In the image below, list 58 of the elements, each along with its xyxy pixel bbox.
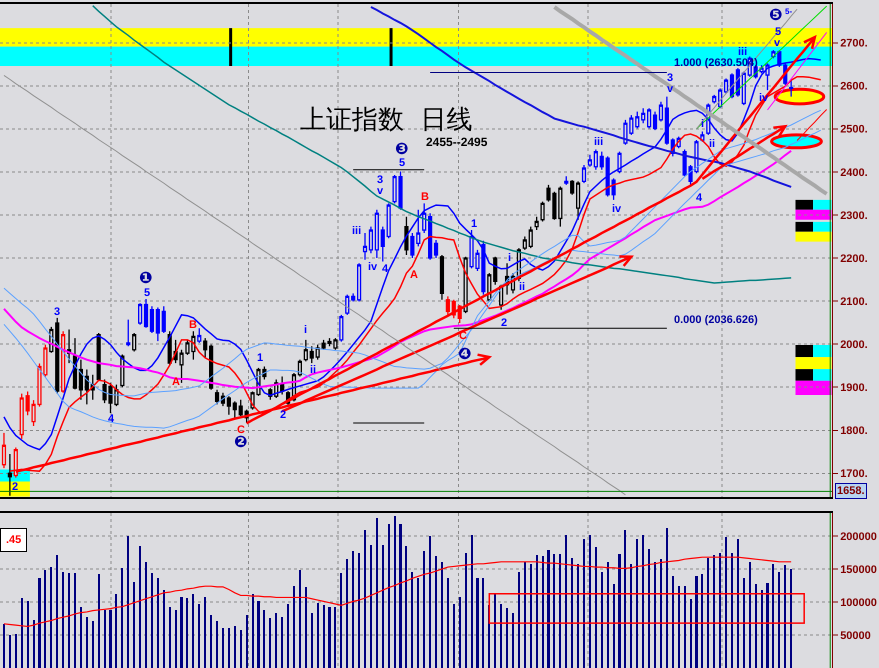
y-tick-label: 1800. <box>840 425 868 438</box>
annotation: v <box>377 185 384 197</box>
annotation: 4 <box>382 263 389 275</box>
annotation: ii <box>519 281 526 293</box>
annotation: v <box>667 83 674 95</box>
annotation: ❸ <box>395 141 409 158</box>
annotation: ❺ <box>769 7 783 24</box>
annotation: ❶ <box>139 270 153 287</box>
text: 上证指数 日线 <box>300 105 473 135</box>
annotation: iv <box>368 261 378 273</box>
annotation: 2455--2495 <box>426 135 488 149</box>
annotation: iv <box>612 203 622 215</box>
annotation: .45 <box>6 534 22 546</box>
y-tick-label: 1900. <box>840 382 868 394</box>
annotation: 4 <box>108 413 115 425</box>
annotation: A <box>410 269 418 281</box>
y-tick-label: 1700. <box>840 468 868 480</box>
annotation: C <box>237 424 245 436</box>
y-tick-label: 2400. <box>840 166 868 179</box>
annotation: iii <box>594 136 604 148</box>
annotation: 5- <box>785 7 792 16</box>
annotation: ii <box>709 138 716 150</box>
y-tick-label: 2000. <box>840 339 868 351</box>
annotation: 3 <box>667 72 674 84</box>
y-tick-label: 2600. <box>840 80 868 93</box>
annotation: v <box>774 37 781 49</box>
y-tick-label: 200000 <box>840 530 877 543</box>
y-tick-label: 100000 <box>840 596 877 609</box>
annotation: 2 <box>12 481 18 493</box>
y-tick-label: 50000 <box>840 630 871 642</box>
annotation: iii <box>738 46 748 58</box>
annotation: 5 <box>144 287 150 299</box>
y-tick-label: 2200. <box>840 252 868 265</box>
annotation: 3 <box>377 174 384 186</box>
y-tick-label: 2100. <box>840 296 868 308</box>
y-tick-label: 2500. <box>840 124 868 136</box>
annotation: 5 <box>399 157 406 169</box>
annotation: ❹ <box>458 346 472 363</box>
annotation: 4 <box>696 192 703 204</box>
annotation: B <box>189 319 197 331</box>
annotation: ii <box>310 364 316 376</box>
annotation: B <box>421 191 429 203</box>
annotation: 1 <box>471 218 478 230</box>
annotation: 2 <box>501 317 508 329</box>
y-tick-label: 2300. <box>840 210 868 222</box>
annotation: A <box>172 376 180 388</box>
annotation: 1 <box>257 352 264 364</box>
annotation: 0.000 (2036.626) <box>674 314 758 326</box>
annotation: ❷ <box>234 434 248 451</box>
annotation: 3 <box>54 306 60 318</box>
annotation: i <box>701 118 704 130</box>
y-tick-label: 2700. <box>840 38 868 50</box>
annotation: i <box>508 252 512 264</box>
annotation: i <box>304 324 308 336</box>
annotation: 2 <box>280 409 286 421</box>
ref-line-label: 1658. <box>837 485 865 497</box>
y-tick-label: 150000 <box>840 564 877 576</box>
annotation: iii <box>352 225 362 237</box>
